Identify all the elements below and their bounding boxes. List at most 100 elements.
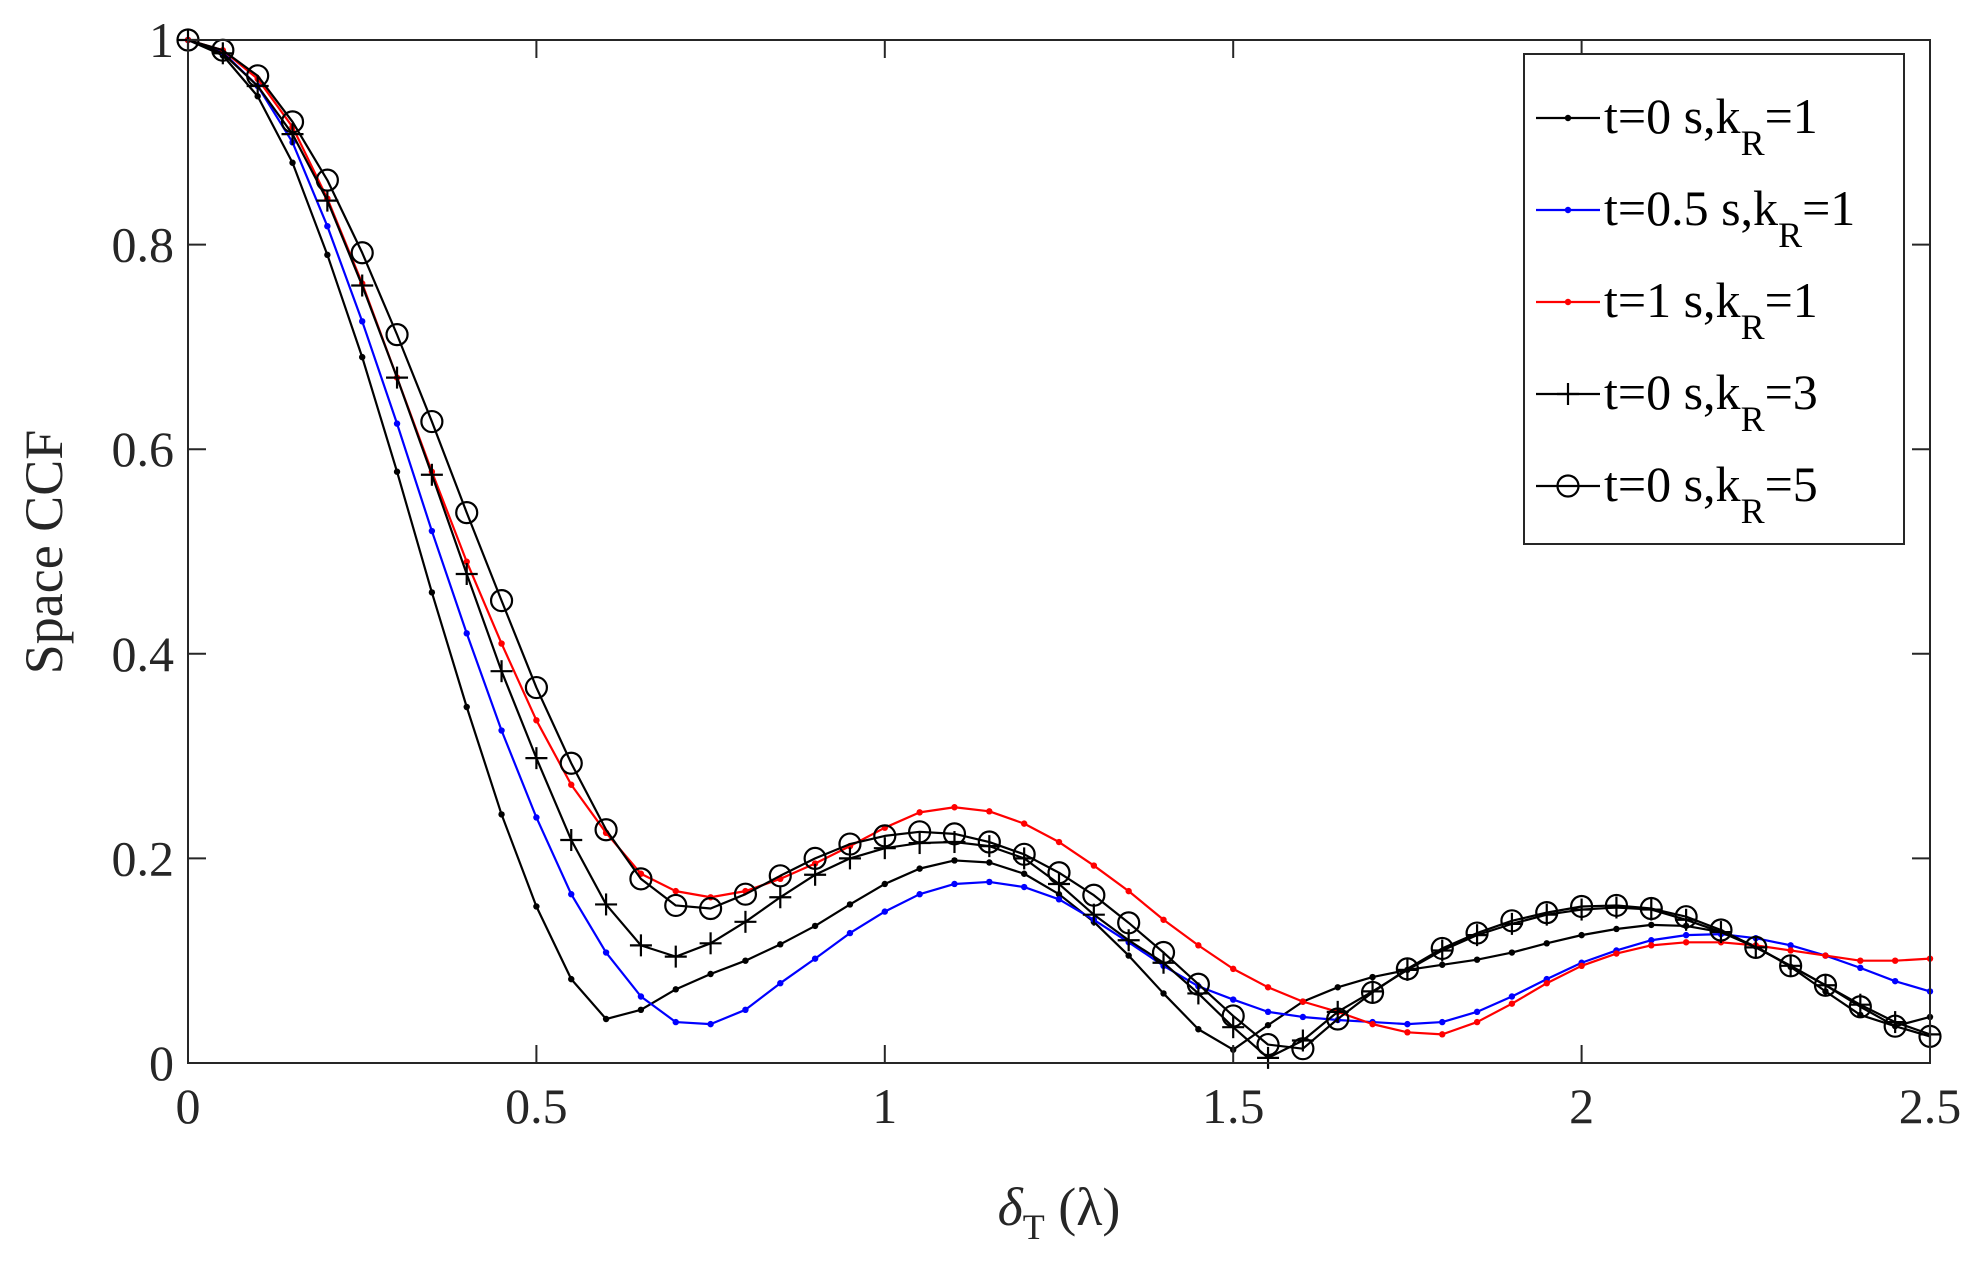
data-point	[1473, 956, 1481, 963]
data-point	[1535, 901, 1559, 925]
data-point	[942, 822, 967, 846]
x-tick-label: 2	[1569, 1078, 1594, 1134]
data-point	[324, 222, 331, 230]
data-point	[1578, 931, 1585, 939]
data-point	[1020, 820, 1028, 827]
data-point	[838, 847, 861, 870]
y-tick-label: 0.2	[112, 830, 175, 886]
data-point	[420, 409, 444, 434]
data-point	[1404, 1020, 1411, 1028]
data-point	[350, 241, 374, 265]
data-point	[1891, 957, 1899, 964]
legend-entry: t=0.5 s,kR=1	[1536, 180, 1855, 255]
data-point	[324, 251, 331, 259]
data-point	[386, 366, 409, 389]
legend-entry: t=0 s,kR=5	[1536, 456, 1818, 531]
data-point	[316, 189, 339, 212]
data-point	[1508, 993, 1516, 1000]
data-point	[1891, 977, 1899, 985]
data-point	[637, 993, 645, 1000]
data-point	[280, 110, 305, 134]
y-tick-labels: 0 0.2 0.4 0.6 0.8 1	[112, 12, 175, 1091]
data-point	[1744, 935, 1768, 960]
data-point	[463, 703, 470, 711]
data-point	[359, 353, 366, 361]
data-point	[977, 830, 1001, 854]
data-point	[1230, 965, 1237, 973]
series-2	[184, 36, 1934, 1028]
data-point	[1125, 952, 1132, 959]
data-point	[1857, 957, 1864, 964]
series-line	[187, 38, 1931, 1050]
legend-label: t=0 s,kR=5	[1604, 456, 1818, 531]
data-point	[698, 896, 723, 921]
data-point	[359, 318, 366, 325]
data-point	[533, 717, 540, 724]
data-point	[1648, 937, 1655, 944]
data-point	[1604, 893, 1629, 918]
data-point	[559, 751, 583, 775]
legend-box	[1523, 53, 1905, 545]
data-point	[1369, 1020, 1376, 1028]
data-point	[804, 863, 827, 886]
legend-entry: t=0 s,kR=3	[1536, 364, 1818, 439]
data-point	[1395, 957, 1420, 981]
data-point	[1473, 1008, 1481, 1016]
y-axis-label: Space CCF	[14, 430, 74, 675]
data-point	[490, 660, 513, 683]
data-point	[1682, 939, 1690, 946]
data-point	[1613, 950, 1620, 957]
data-point	[672, 1018, 679, 1026]
y-tick-label: 1	[149, 12, 174, 68]
legend-marker	[1564, 114, 1572, 122]
data-point	[881, 908, 888, 915]
data-point	[1674, 905, 1698, 929]
data-point	[1439, 961, 1446, 968]
data-point	[1151, 940, 1176, 965]
data-point	[489, 589, 514, 613]
data-point	[595, 893, 618, 916]
legend-marker	[1557, 383, 1579, 405]
data-point	[908, 820, 932, 844]
data-point	[916, 891, 923, 898]
data-point	[629, 934, 652, 957]
data-point	[1299, 1013, 1307, 1021]
data-point	[916, 809, 923, 816]
data-point	[1787, 942, 1794, 949]
data-point	[873, 837, 896, 860]
data-point	[602, 1015, 610, 1023]
data-point	[420, 463, 443, 486]
data-point	[769, 886, 792, 909]
data-point	[1543, 940, 1550, 947]
x-tick-label: 1.5	[1202, 1078, 1265, 1134]
data-point	[1883, 1014, 1907, 1038]
data-point	[1257, 1046, 1280, 1069]
data-point	[1230, 996, 1237, 1003]
data-point	[699, 932, 722, 955]
y-tick-label: 0.8	[112, 217, 175, 273]
data-point	[533, 814, 540, 821]
data-point	[1221, 1004, 1245, 1028]
data-point	[602, 949, 610, 956]
data-point	[811, 860, 819, 867]
legend-entry: t=1 s,kR=1	[1536, 272, 1818, 347]
data-point	[986, 859, 993, 866]
data-point	[463, 630, 470, 637]
data-point	[1055, 838, 1063, 846]
data-point	[1117, 911, 1141, 935]
legend-label: t=0.5 s,kR=1	[1604, 180, 1855, 255]
y-tick-label: 0	[149, 1035, 174, 1091]
data-point	[1578, 962, 1585, 970]
data-point	[1648, 921, 1655, 929]
data-point	[1187, 982, 1210, 1005]
data-point	[1465, 921, 1489, 945]
data-point	[315, 168, 339, 192]
data-point	[1186, 972, 1210, 996]
data-point	[1264, 984, 1272, 991]
data-point	[1605, 896, 1628, 919]
data-point	[1047, 861, 1071, 885]
data-point	[1508, 949, 1516, 956]
data-point	[742, 957, 749, 964]
data-point	[1500, 909, 1524, 933]
data-point	[873, 824, 897, 848]
